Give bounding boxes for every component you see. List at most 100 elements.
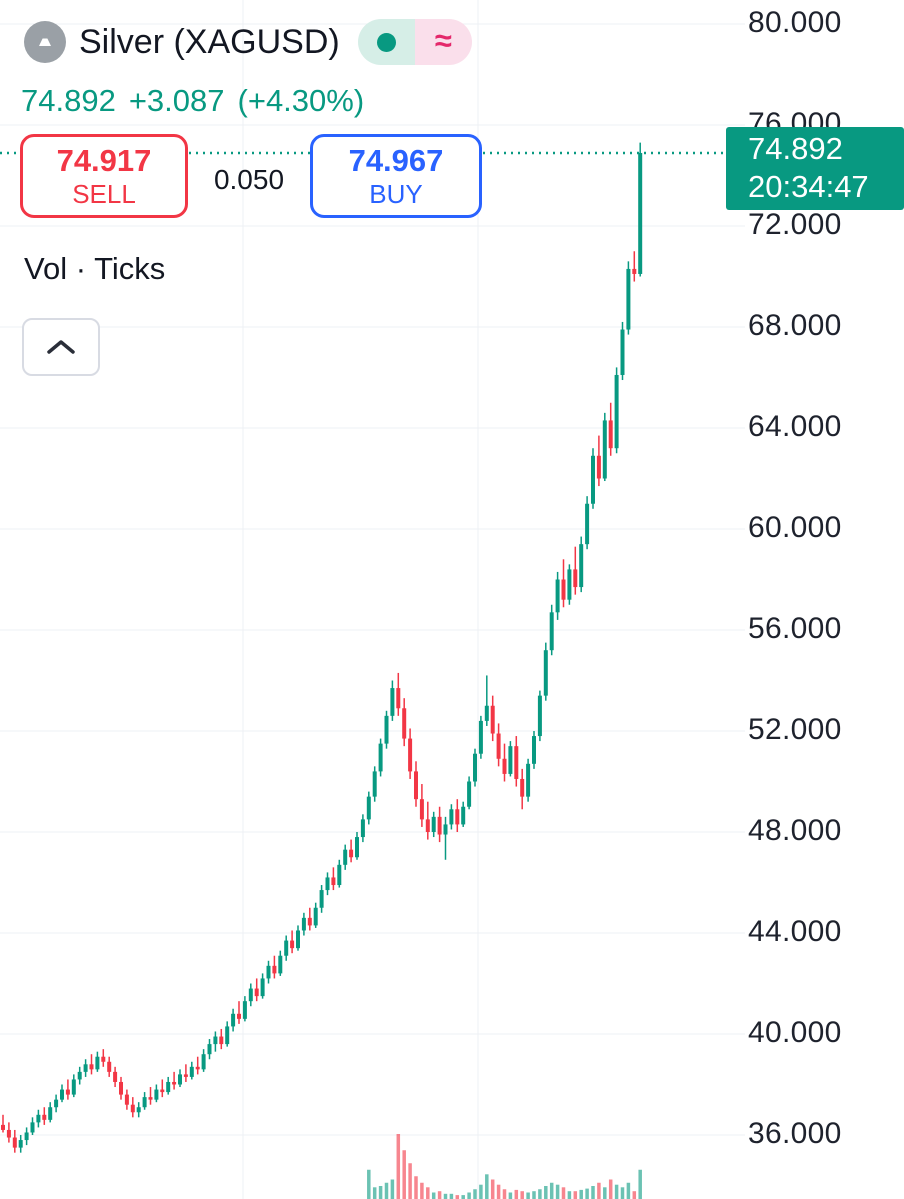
candle-body (478, 720, 483, 754)
candle-body (266, 965, 271, 979)
candle-body (219, 1036, 224, 1045)
candle-body (585, 503, 590, 545)
volume-bar (390, 1179, 395, 1199)
candle-body (136, 1107, 141, 1113)
volume-bar (443, 1193, 448, 1199)
volume-bar (485, 1174, 489, 1199)
toggle-approx-segment[interactable]: ≈ (414, 19, 472, 65)
toggle-live-segment[interactable] (357, 19, 415, 65)
candle-body (508, 746, 513, 774)
chart-style-toggle[interactable]: ≈ (357, 19, 472, 65)
candle-body (384, 715, 389, 744)
candle-body (290, 940, 295, 949)
volume-bar (638, 1169, 642, 1199)
chart-header: Silver (XAGUSD) ≈ (24, 19, 472, 65)
volume-bar (502, 1189, 507, 1199)
candle-body (225, 1026, 230, 1045)
candle-body (331, 877, 336, 886)
candle-body (490, 705, 495, 734)
candle-body (207, 1044, 212, 1055)
candle-body (113, 1071, 118, 1082)
candle-body (372, 771, 377, 797)
candle-body (89, 1064, 94, 1070)
buy-button[interactable]: 74.967 BUY (310, 134, 482, 218)
volume-bar (520, 1191, 524, 1199)
candle-body (95, 1056, 100, 1070)
volume-bar (473, 1189, 477, 1199)
volume-bar (426, 1187, 430, 1199)
volume-bar (579, 1189, 583, 1199)
candle-body (296, 930, 300, 949)
volume-bar (614, 1184, 619, 1199)
collapse-button[interactable] (22, 318, 100, 376)
candle-body (425, 819, 430, 832)
volume-bar (402, 1150, 406, 1199)
badge-time: 20:34:47 (748, 169, 869, 205)
volume-bar (608, 1179, 613, 1199)
quote-line: 74.892 +3.087 (+4.30%) (21, 83, 364, 119)
candle-body (366, 796, 371, 820)
volume-bar (526, 1192, 530, 1199)
chevron-up-icon (47, 340, 75, 354)
volume-bar (544, 1186, 548, 1199)
candle-body (18, 1140, 23, 1148)
volume-bar (538, 1189, 542, 1199)
candle-body (537, 695, 542, 737)
candle-body (260, 978, 265, 997)
volume-bar (408, 1163, 412, 1199)
candle-body (130, 1104, 135, 1113)
candle-body (414, 771, 418, 800)
candle-body (502, 758, 507, 774)
volume-bar (573, 1191, 578, 1199)
candle-body (160, 1089, 165, 1093)
candle-body (30, 1122, 35, 1133)
candle-body (6, 1129, 11, 1138)
sell-label: SELL (72, 179, 136, 209)
candle-body (284, 940, 289, 956)
candle-body (355, 837, 359, 858)
candle-body (614, 374, 619, 449)
volume-bar (496, 1184, 501, 1199)
volume-legend[interactable]: Vol · Ticks (24, 251, 166, 286)
candle-body (390, 688, 395, 716)
candle-body (337, 864, 342, 886)
volume-bar (461, 1195, 465, 1199)
volume-bar (490, 1179, 495, 1199)
volume-bar (591, 1186, 595, 1199)
sell-button[interactable]: 74.917 SELL (20, 134, 188, 218)
candle-body (189, 1066, 194, 1077)
candle-body (638, 152, 643, 274)
candle-body (65, 1089, 70, 1095)
candle-body (42, 1114, 47, 1120)
candle-body (166, 1081, 171, 1093)
candle-body (201, 1054, 206, 1070)
candle-body (561, 579, 566, 600)
candle-body (431, 816, 436, 832)
spread-value: 0.050 (213, 164, 285, 195)
last-price: 74.892 (21, 83, 116, 118)
candle-body (142, 1097, 147, 1108)
candle-body (101, 1056, 106, 1062)
candle-body (549, 612, 554, 651)
candle-body (313, 907, 318, 926)
candle-body (443, 824, 448, 835)
volume-bar (479, 1184, 483, 1199)
candle-body (543, 650, 548, 696)
candle-body (408, 738, 413, 772)
volume-bar (467, 1192, 471, 1199)
volume-bar (420, 1182, 424, 1199)
candle-body (437, 816, 442, 835)
candle-body (195, 1066, 200, 1070)
candle-body (178, 1074, 182, 1085)
candle-body (402, 708, 407, 739)
volume-bar (549, 1182, 554, 1199)
candle-body (231, 1013, 236, 1027)
price-change: +3.087 (128, 83, 225, 118)
volume-bar (455, 1195, 460, 1199)
volume-bar (431, 1192, 436, 1199)
candle-body (278, 955, 283, 974)
candle-body (107, 1061, 112, 1072)
volume-bar (449, 1193, 454, 1199)
